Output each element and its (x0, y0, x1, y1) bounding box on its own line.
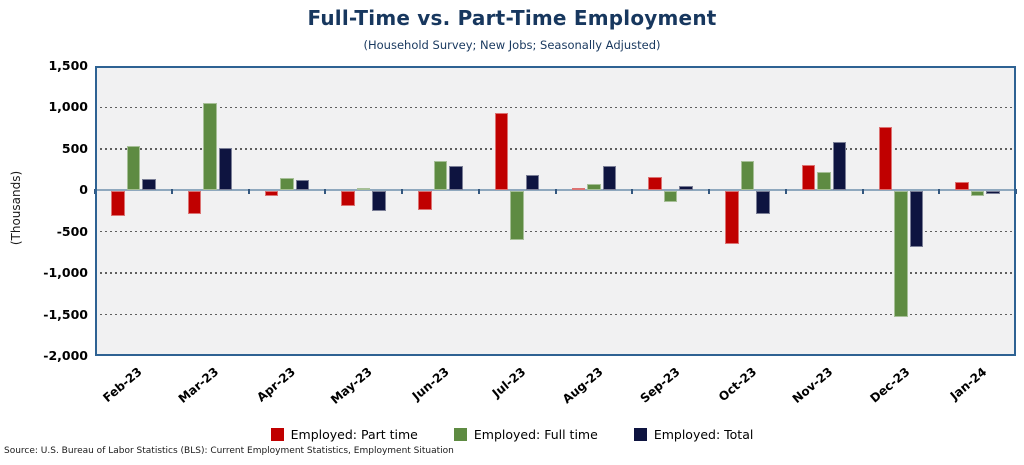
bar-employed-full-time-dec-23 (894, 191, 908, 318)
y-tick-label: 0 (79, 182, 88, 198)
axis-tick (708, 189, 710, 195)
source-note: Source: U.S. Bureau of Labor Statistics … (4, 446, 454, 456)
axis-tick (477, 189, 480, 195)
axis-tick (784, 189, 787, 195)
bar-employed-total-aug-23 (602, 166, 617, 191)
y-tick-label: -2,000 (43, 348, 88, 363)
x-tick-label-text: Oct-23 (715, 364, 759, 405)
bar-employed-part-time-mar-23 (187, 191, 202, 214)
bar-employed-part-time-aug-23 (571, 187, 586, 191)
x-tick-label-text: Nov-23 (790, 364, 836, 407)
x-tick-label-text: Feb-23 (100, 364, 145, 406)
bar-employed-full-time-mar-23 (203, 103, 217, 191)
axis-tick (1015, 189, 1017, 195)
bar-employed-total-dec-23 (909, 191, 924, 247)
axis-tick (401, 189, 403, 195)
plot-area (94, 66, 1017, 356)
gridline (95, 148, 1016, 150)
y-tick-label: 500 (61, 140, 88, 156)
bar-employed-part-time-apr-23 (264, 191, 279, 197)
bar-employed-part-time-may-23 (341, 191, 355, 207)
x-tick-label-text: Dec-23 (867, 364, 913, 406)
y-tick-label: 1,000 (48, 99, 88, 115)
bar-employed-full-time-oct-23 (740, 161, 755, 191)
bar-employed-full-time-sep-23 (663, 191, 678, 203)
x-tick-label-text: Jan-24 (947, 364, 990, 403)
legend-swatch (453, 428, 467, 441)
bar-employed-part-time-nov-23 (801, 164, 816, 191)
bar-employed-full-time-feb-23 (126, 146, 141, 191)
bar-employed-part-time-jan-24 (955, 182, 969, 191)
y-tick-label: -1,500 (43, 306, 88, 322)
bar-employed-total-oct-23 (756, 191, 770, 214)
axis-tick (94, 189, 96, 195)
bar-employed-full-time-jun-23 (433, 161, 448, 191)
axis-tick (631, 189, 634, 195)
y-tick-label: -500 (56, 223, 88, 239)
bar-employed-part-time-oct-23 (725, 191, 739, 245)
axis-tick (324, 189, 327, 195)
bar-employed-full-time-jul-23 (510, 191, 524, 241)
bar-employed-part-time-jul-23 (494, 113, 509, 191)
x-tick-label-text: Apr-23 (254, 364, 299, 405)
bar-employed-total-jan-24 (986, 191, 1000, 194)
bar-employed-total-feb-23 (142, 178, 156, 191)
bar-employed-total-may-23 (372, 191, 386, 212)
gridline (95, 230, 1016, 233)
gridline (95, 272, 1016, 274)
legend-label: Employed: Total (653, 427, 754, 442)
legend-label: Employed: Part time (290, 427, 418, 442)
bar-employed-total-sep-23 (679, 186, 693, 191)
axis-tick (247, 189, 250, 195)
y-tick-label: 1,500 (48, 58, 88, 73)
bar-employed-part-time-dec-23 (878, 127, 893, 191)
x-tick-label-text: May-23 (328, 364, 376, 407)
x-tick-label-text: Jun-23 (409, 364, 452, 404)
bar-employed-full-time-nov-23 (817, 172, 831, 191)
x-tick-label-text: Aug-23 (559, 364, 606, 407)
legend-item: Employed: Total (633, 427, 754, 442)
legend-label: Employed: Full time (473, 427, 598, 442)
x-tick-label-text: Mar-23 (176, 364, 222, 406)
bar-employed-total-jun-23 (449, 166, 463, 191)
legend-swatch (633, 428, 647, 441)
axis-tick (861, 189, 864, 195)
bar-employed-full-time-aug-23 (587, 184, 601, 191)
y-tick-label: -1,000 (43, 265, 88, 281)
chart-subtitle: (Household Survey; New Jobs; Seasonally … (363, 38, 661, 52)
gridline (95, 106, 1016, 109)
chart-title: Full-Time vs. Part-Time Employment (307, 6, 717, 30)
bar-employed-part-time-sep-23 (648, 177, 662, 191)
axis-tick (938, 189, 941, 195)
legend-swatch (270, 428, 284, 441)
x-tick-label-text: Sep-23 (637, 364, 683, 406)
x-tick-label-text: Jul-23 (489, 364, 529, 401)
gridline (95, 313, 1016, 316)
bar-employed-part-time-feb-23 (111, 191, 125, 217)
bar-employed-full-time-jan-24 (970, 191, 985, 197)
axis-tick (554, 189, 557, 195)
bar-employed-part-time-jun-23 (418, 191, 432, 211)
bar-employed-total-nov-23 (832, 142, 847, 191)
bar-employed-full-time-may-23 (356, 188, 371, 191)
bar-employed-total-apr-23 (295, 180, 310, 191)
legend-item: Employed: Part time (270, 427, 418, 442)
bar-employed-total-jul-23 (525, 174, 540, 191)
bar-employed-total-mar-23 (218, 148, 233, 191)
bar-employed-full-time-apr-23 (280, 177, 294, 191)
legend: Employed: Part time Employed: Full time Em… (0, 427, 1024, 442)
axis-tick (170, 189, 173, 195)
legend-item: Employed: Full time (453, 427, 598, 442)
